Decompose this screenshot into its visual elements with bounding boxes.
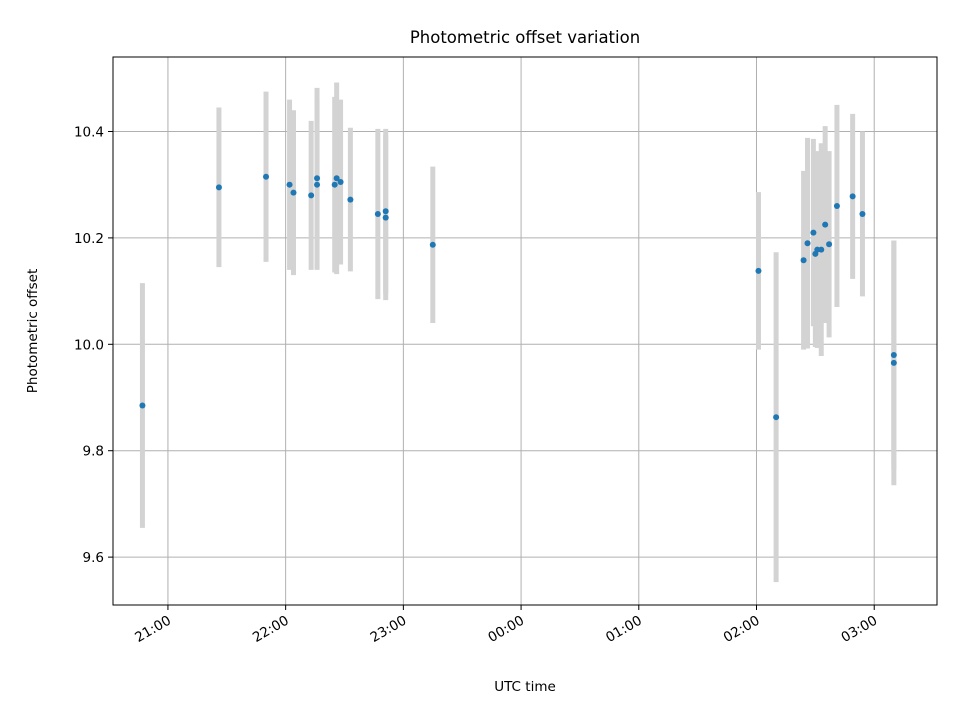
- data-point: [347, 196, 354, 203]
- chart-title: Photometric offset variation: [410, 28, 640, 47]
- data-point: [810, 229, 817, 236]
- data-point: [890, 351, 897, 358]
- data-point: [429, 241, 436, 248]
- data-point: [755, 267, 762, 274]
- data-point: [382, 214, 389, 221]
- plot-frame: [112, 56, 938, 606]
- data-point: [290, 189, 297, 196]
- data-point: [314, 175, 321, 182]
- data-point: [773, 414, 780, 421]
- grid: [113, 57, 937, 605]
- x-axis-label: UTC time: [494, 679, 556, 695]
- data-point: [800, 257, 807, 264]
- data-point: [859, 210, 866, 217]
- data-point: [308, 192, 315, 199]
- data-point: [333, 175, 340, 182]
- data-point: [286, 181, 293, 188]
- data-point: [826, 241, 833, 248]
- data-point: [822, 221, 829, 228]
- data-point: [804, 240, 811, 247]
- data-point: [314, 181, 321, 188]
- data-point: [833, 202, 840, 209]
- y-axis-ticks: 9.6 9.8 10.0 10.2 10.4: [74, 124, 113, 566]
- data-point: [890, 359, 897, 366]
- data-point: [374, 210, 381, 217]
- y-tick-label: 10.0: [74, 337, 104, 353]
- data-point: [263, 173, 270, 180]
- y-axis-label: Photometric offset: [25, 269, 41, 393]
- data-point: [849, 193, 856, 200]
- data-points: [139, 173, 897, 421]
- data-point: [331, 181, 338, 188]
- data-point: [382, 208, 389, 215]
- data-point: [139, 402, 146, 409]
- y-tick-label: 9.6: [83, 550, 104, 566]
- y-tick-label: 10.2: [74, 231, 104, 247]
- y-tick-label: 10.4: [74, 124, 104, 140]
- data-point: [818, 246, 825, 253]
- y-tick-label: 9.8: [83, 444, 104, 460]
- data-point: [337, 179, 344, 186]
- data-point: [215, 184, 222, 191]
